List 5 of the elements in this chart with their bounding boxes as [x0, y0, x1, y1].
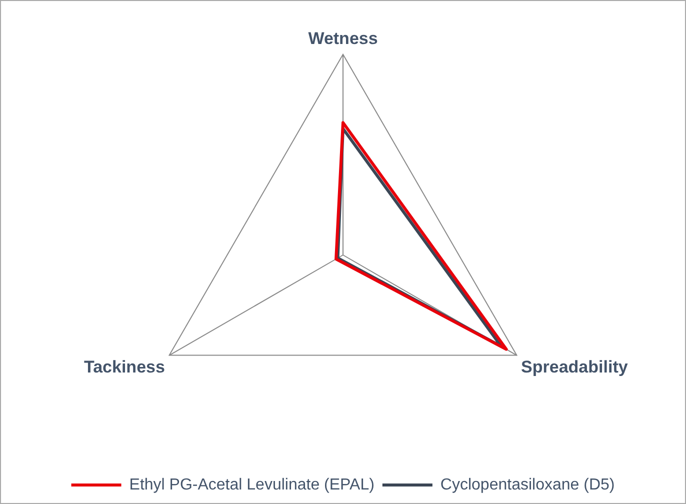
legend-label: Ethyl PG-Acetal Levulinate (EPAL) — [129, 476, 374, 494]
spoke-label: Wetness — [308, 28, 378, 48]
spoke-label: Tackiness — [84, 358, 165, 377]
spoke-label: Spreadability — [521, 358, 628, 377]
legend-label: Cyclopentasiloxane (D5) — [440, 476, 615, 494]
